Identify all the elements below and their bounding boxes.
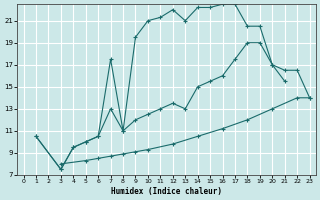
X-axis label: Humidex (Indice chaleur): Humidex (Indice chaleur) [111,187,222,196]
